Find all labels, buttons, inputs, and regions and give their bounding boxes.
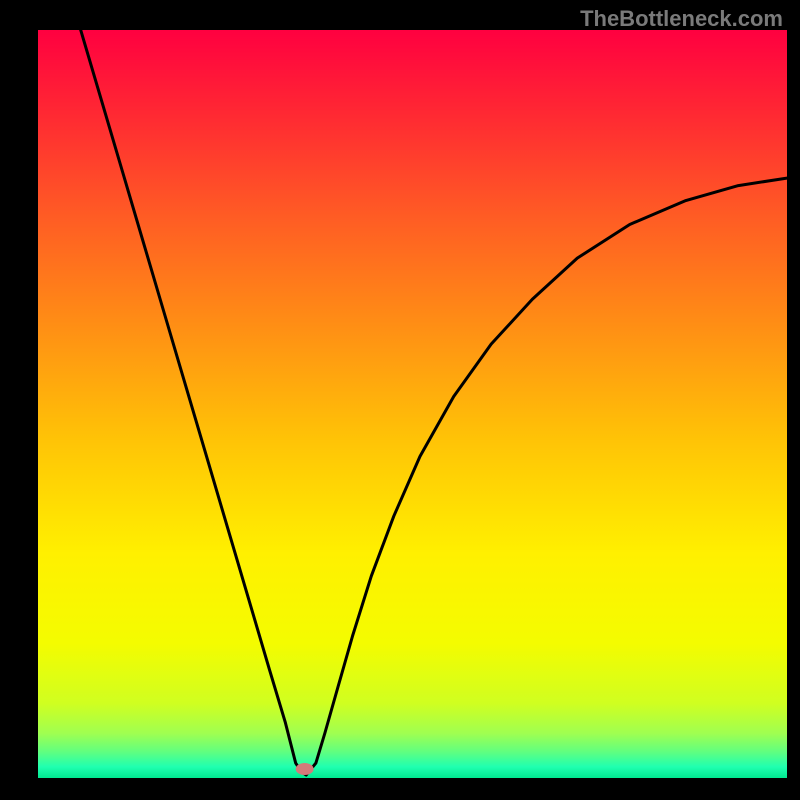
gradient-background xyxy=(38,30,787,778)
plot-area xyxy=(38,30,787,778)
min-marker xyxy=(296,763,314,775)
chart-svg xyxy=(38,30,787,778)
watermark-text: TheBottleneck.com xyxy=(580,6,783,32)
